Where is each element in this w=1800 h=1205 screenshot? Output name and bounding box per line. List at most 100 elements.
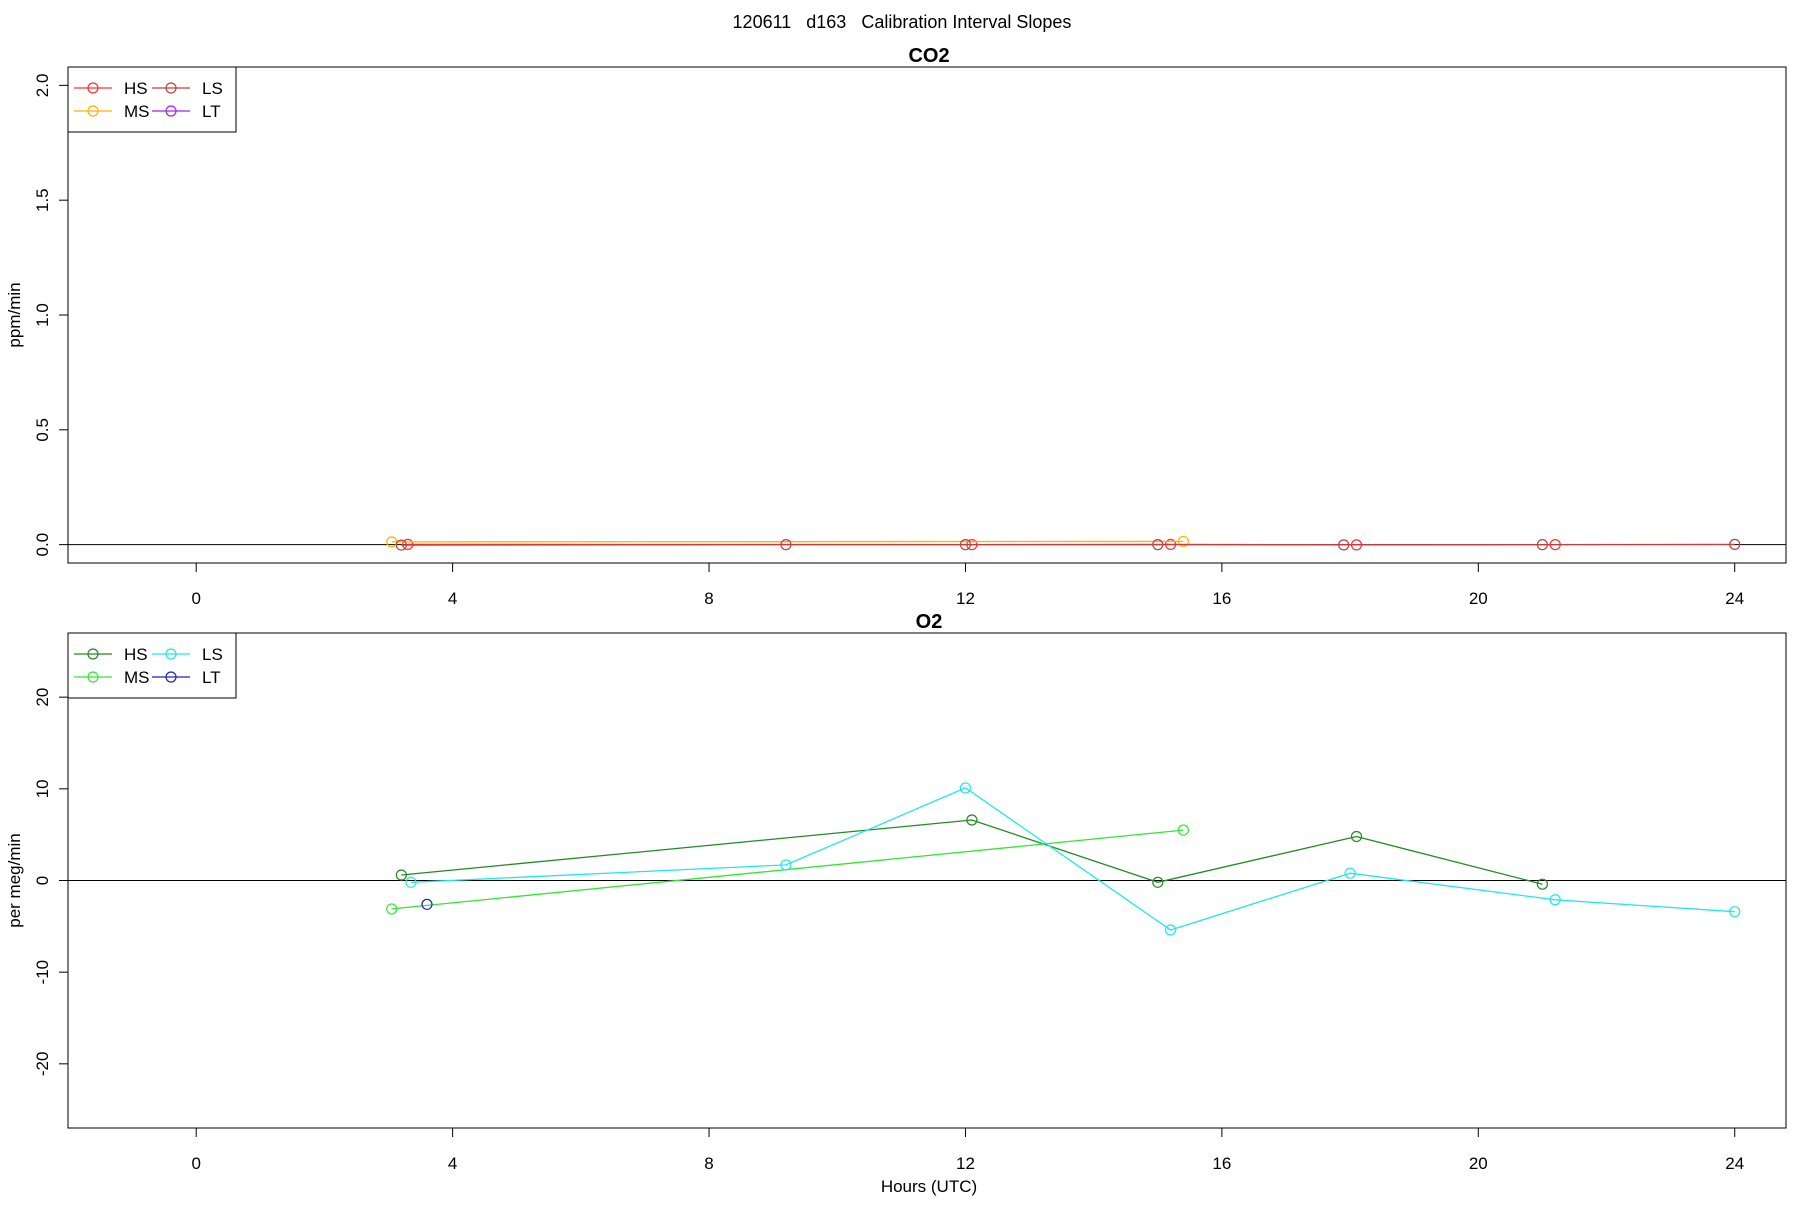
- legend-swatch-marker: [87, 82, 99, 94]
- series-hs: [395, 814, 1549, 890]
- legend: HS MS LS LT: [67, 66, 237, 133]
- data-point: [395, 539, 407, 551]
- data-point: [1344, 867, 1356, 879]
- data-point: [1177, 824, 1190, 836]
- y-axis: -20 -10 0 10 20: [33, 688, 68, 1076]
- data-point: [780, 859, 792, 871]
- data-point: [1164, 924, 1177, 936]
- legend-item-hs: HS: [74, 79, 148, 98]
- y-tick-label: 0: [33, 876, 52, 885]
- data-point: [780, 539, 792, 551]
- x-tick-label: 8: [704, 1154, 713, 1173]
- series-ls: [395, 538, 1741, 551]
- plot-frame: [67, 66, 1787, 564]
- x-tick-label: 20: [1469, 1154, 1488, 1173]
- x-tick-label: 0: [191, 1154, 200, 1173]
- y-tick-label: 10: [33, 779, 52, 798]
- y-axis-label: ppm/min: [5, 282, 24, 347]
- legend-swatch-marker: [87, 105, 99, 117]
- data-point: [1729, 538, 1741, 551]
- legend-item-lt: LT: [152, 102, 221, 121]
- o2-panel: O2 0 4 8 12 16 20 24 -20 -10 0 10 20 per meg/min Hours…: [5, 611, 1787, 1196]
- y-tick-label: -20: [33, 1052, 52, 1077]
- x-tick-label: 8: [704, 589, 713, 608]
- data-point: [421, 898, 433, 910]
- series-line: [401, 819, 1543, 885]
- legend-label: MS: [124, 668, 150, 687]
- series-line: [410, 787, 1735, 931]
- legend-box: [67, 66, 237, 133]
- figure-suptitle: 120611 d163 Calibration Interval Slopes: [733, 12, 1072, 32]
- legend-label: LT: [202, 668, 221, 687]
- data-point: [1350, 830, 1363, 843]
- data-point: [1152, 539, 1164, 551]
- series-line: [401, 543, 1735, 546]
- data-point: [1549, 894, 1561, 906]
- data-point: [1729, 906, 1741, 918]
- x-axis-label: Hours (UTC): [881, 1177, 977, 1196]
- legend-swatch-marker: [165, 105, 177, 117]
- legend-label: LT: [202, 102, 221, 121]
- legend-label: HS: [124, 645, 148, 664]
- legend-label: LS: [202, 79, 223, 98]
- legend-swatch-marker: [165, 648, 177, 660]
- y-tick-label: 1.0: [33, 303, 52, 327]
- x-tick-label: 12: [956, 1154, 975, 1173]
- legend-swatch-marker: [87, 648, 99, 660]
- data-point: [1338, 539, 1350, 551]
- y-tick-label: -10: [33, 960, 52, 985]
- x-tick-label: 12: [956, 589, 975, 608]
- legend-label: MS: [124, 102, 150, 121]
- y-tick-label: 0.5: [33, 418, 52, 442]
- x-axis: 0 4 8 12 16 20 24: [191, 563, 1744, 608]
- x-tick-label: 16: [1212, 1154, 1231, 1173]
- series-lt: [421, 898, 433, 910]
- legend-label: LS: [202, 645, 223, 664]
- legend-item-ls: LS: [152, 645, 223, 664]
- series-ms: [386, 535, 1190, 548]
- x-tick-label: 24: [1725, 1154, 1744, 1173]
- data-point: [959, 782, 972, 794]
- x-tick-label: 0: [191, 589, 200, 608]
- y-tick-label: 2.0: [33, 74, 52, 98]
- legend-item-ms: MS: [74, 102, 150, 121]
- data-point: [966, 814, 978, 826]
- data-point: [959, 539, 972, 551]
- data-point: [1177, 535, 1190, 548]
- x-tick-label: 24: [1725, 589, 1744, 608]
- legend-swatch-marker: [165, 671, 177, 683]
- data-point: [1536, 878, 1549, 890]
- y-axis: 0.0 0.5 1.0 1.5 2.0: [33, 74, 68, 557]
- data-point: [386, 903, 398, 915]
- series-line: [391, 540, 1184, 543]
- panel-title: CO2: [908, 45, 949, 67]
- y-tick-label: 20: [33, 688, 52, 707]
- x-axis: 0 4 8 12 16 20 24: [191, 1128, 1744, 1173]
- x-tick-label: 4: [448, 589, 457, 608]
- data-point: [386, 536, 398, 548]
- data-point: [405, 876, 417, 888]
- y-tick-label: 0.0: [33, 533, 52, 557]
- x-tick-label: 4: [448, 1154, 457, 1173]
- legend-item-ls: LS: [152, 79, 223, 98]
- legend-swatch-marker: [87, 671, 99, 683]
- series-ls: [405, 782, 1741, 936]
- legend: HS MS LS LT: [67, 632, 237, 699]
- x-tick-label: 16: [1212, 589, 1231, 608]
- data-point: [1536, 539, 1549, 551]
- co2-panel: CO2 0 4 8 12 16 20 24 0.0 0.5 1.0 1.5 2.0 ppm/min HS MS…: [5, 45, 1787, 608]
- legend-item-lt: LT: [152, 668, 221, 687]
- legend-box: [67, 632, 237, 699]
- legend-item-ms: MS: [74, 668, 150, 687]
- legend-label: HS: [124, 79, 148, 98]
- legend-item-hs: HS: [74, 645, 148, 664]
- y-axis-label: per meg/min: [5, 833, 24, 927]
- data-point: [1152, 876, 1164, 888]
- data-point: [402, 538, 414, 551]
- data-point: [395, 869, 407, 881]
- x-tick-label: 20: [1469, 589, 1488, 608]
- y-tick-label: 1.5: [33, 188, 52, 212]
- panel-title: O2: [916, 611, 943, 633]
